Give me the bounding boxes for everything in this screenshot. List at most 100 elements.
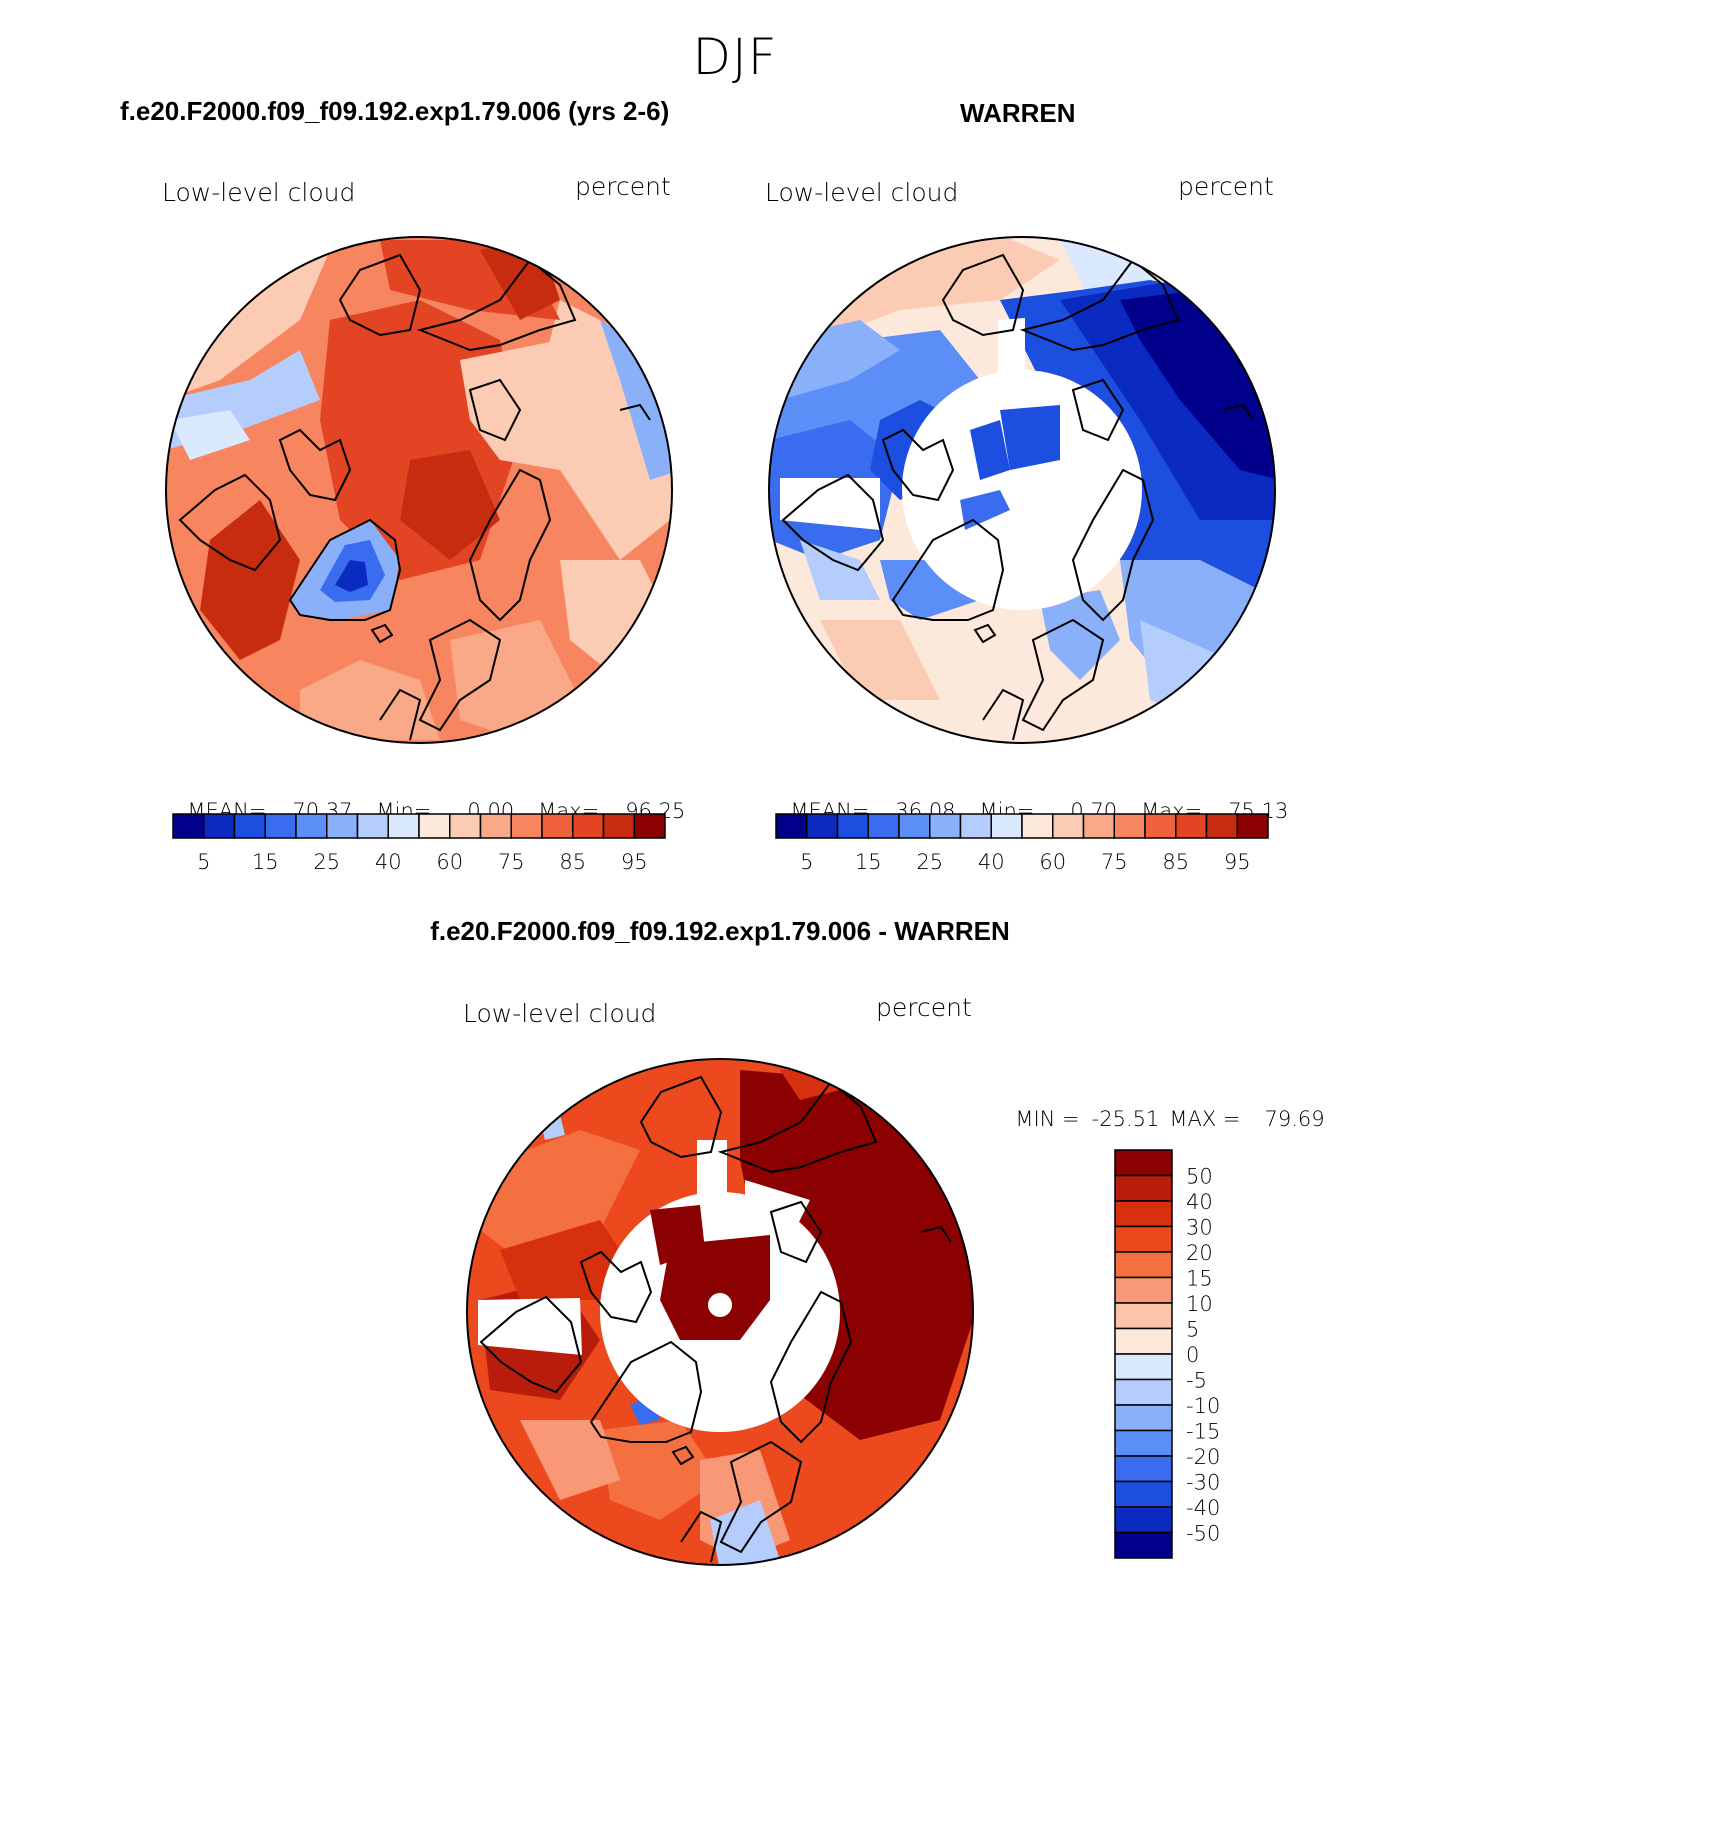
panel2-colorbar-swatch bbox=[1113, 813, 1146, 839]
panel1-colorbar-tick-label: 95 bbox=[621, 850, 648, 874]
panel3-colorbar-tick-label: -5 bbox=[1186, 1369, 1207, 1393]
panel3-colorbar-swatch bbox=[1114, 1251, 1173, 1279]
panel2-colorbar-swatch bbox=[1052, 813, 1085, 839]
panel3-colorbar-swatch bbox=[1114, 1506, 1173, 1534]
panel3-colorbar-tick-label: -50 bbox=[1186, 1522, 1220, 1546]
panel1-colorbar-swatch bbox=[172, 813, 205, 839]
panel2-right-label: percent bbox=[1178, 172, 1274, 201]
panel2-colorbar-tick-label: 15 bbox=[855, 850, 882, 874]
panel2-colorbar-swatch bbox=[867, 813, 900, 839]
panel3-min-label: MIN = bbox=[1015, 1107, 1080, 1131]
panel3-colorbar-tick-label: 40 bbox=[1186, 1190, 1213, 1214]
panel1-colorbar: 5 15 25 40 60 75 85 95 bbox=[172, 813, 666, 874]
panel2-colorbar-tick-label: 25 bbox=[916, 850, 943, 874]
panel1-colorbar-swatch bbox=[418, 813, 451, 839]
panel2-colorbar-tick-label: 60 bbox=[1039, 850, 1066, 874]
panel2-colorbar-swatch bbox=[1205, 813, 1238, 839]
panel1-colorbar-tick-label: 5 bbox=[197, 850, 210, 874]
panel2-colorbar-swatch bbox=[1236, 813, 1269, 839]
panel1-title: f.e20.F2000.f09_f09.192.exp1.79.006 (yrs… bbox=[120, 96, 670, 126]
panel1-colorbar-swatch bbox=[633, 813, 666, 839]
panel1-coastlines bbox=[178, 253, 651, 741]
panel1-colorbar-tick-label: 60 bbox=[436, 850, 463, 874]
panel1-colorbar-swatch bbox=[572, 813, 605, 839]
panel3-left-label: Low-level cloud bbox=[463, 999, 657, 1028]
panel2-left-label: Low-level cloud bbox=[765, 178, 959, 207]
panel3-stats: MIN = -25.51 MAX = 79.69 bbox=[1002, 1083, 1325, 1131]
panel3-colorbar-swatch bbox=[1114, 1149, 1173, 1177]
panel2-colorbar-swatch bbox=[898, 813, 931, 839]
panel3-title: f.e20.F2000.f09_f09.192.exp1.79.006 - WA… bbox=[430, 916, 1010, 946]
panel2-title: WARREN bbox=[960, 98, 1076, 128]
panel2-colorbar-swatch bbox=[836, 813, 869, 839]
panel2-colorbar-swatch bbox=[990, 813, 1023, 839]
panel1-colorbar-tick-label: 25 bbox=[313, 850, 340, 874]
panel3-coastlines bbox=[479, 1075, 952, 1563]
panel2-coastlines bbox=[781, 253, 1254, 741]
panel1-colorbar-tick-label: 75 bbox=[498, 850, 525, 874]
panel1-colorbar-swatch bbox=[479, 813, 512, 839]
panel3-colorbar-swatch bbox=[1114, 1455, 1173, 1483]
panel3-min-value: -25.51 bbox=[1091, 1107, 1160, 1131]
panel3-colorbar-tick-label: 0 bbox=[1186, 1343, 1199, 1367]
panel1-map-border bbox=[165, 236, 673, 744]
panel3-colorbar-swatch bbox=[1114, 1200, 1173, 1228]
panel3-colorbar-swatch bbox=[1114, 1404, 1173, 1432]
panel2-colorbar-swatch bbox=[1021, 813, 1054, 839]
panel2-colorbar-swatch bbox=[959, 813, 992, 839]
panel3-colorbar-tick-label: -30 bbox=[1186, 1471, 1220, 1495]
panel2-colorbar-tick-label: 5 bbox=[800, 850, 813, 874]
panel2-colorbar-swatch bbox=[1082, 813, 1115, 839]
panel1-left-label: Low-level cloud bbox=[162, 178, 356, 207]
panel1-colorbar-swatch bbox=[264, 813, 297, 839]
panel3-colorbar-swatch bbox=[1114, 1174, 1173, 1202]
panel3-colorbar-swatch bbox=[1114, 1429, 1173, 1457]
panel3-colorbar-swatch bbox=[1114, 1225, 1173, 1253]
panel3-colorbar-swatch bbox=[1114, 1531, 1173, 1559]
panel2-colorbar-tick-label: 75 bbox=[1101, 850, 1128, 874]
panel3-colorbar-swatch bbox=[1114, 1378, 1173, 1406]
panel3-colorbar-tick-label: 20 bbox=[1186, 1241, 1213, 1265]
panel1-colorbar-tick-label: 40 bbox=[375, 850, 402, 874]
panel2-colorbar-swatch bbox=[1144, 813, 1177, 839]
panel1-colorbar-tick-label: 15 bbox=[252, 850, 279, 874]
panel2-map bbox=[769, 237, 1275, 743]
panel3-colorbar-tick-label: -40 bbox=[1186, 1496, 1220, 1520]
panel1-colorbar-swatch bbox=[326, 813, 359, 839]
panel3-colorbar-tick-label: 30 bbox=[1186, 1216, 1213, 1240]
panel1-colorbar-swatch bbox=[541, 813, 574, 839]
panel1-colorbar-swatch bbox=[387, 813, 420, 839]
panel2-colorbar-tick-label: 85 bbox=[1162, 850, 1189, 874]
panel1-colorbar-swatch bbox=[356, 813, 389, 839]
panel3-colorbar-tick-label: 10 bbox=[1186, 1292, 1213, 1316]
panel1-colorbar-swatch bbox=[602, 813, 635, 839]
season-title: DJF bbox=[692, 28, 778, 86]
panel1-map bbox=[166, 237, 672, 743]
panel3-colorbar-swatch bbox=[1114, 1353, 1173, 1381]
panel1-colorbar-swatch bbox=[449, 813, 482, 839]
panel1-colorbar-swatch bbox=[233, 813, 266, 839]
panel3-max-label: MAX = bbox=[1169, 1107, 1241, 1131]
panel2-colorbar-swatch bbox=[775, 813, 808, 839]
panel3-colorbar-tick-label: -10 bbox=[1186, 1394, 1220, 1418]
panel1-colorbar-tick-label: 85 bbox=[559, 850, 586, 874]
panel2-colorbar-swatch bbox=[806, 813, 839, 839]
panel3-colorbar-tick-label: -20 bbox=[1186, 1445, 1220, 1469]
panel3-colorbar-swatch bbox=[1114, 1276, 1173, 1304]
panel1-colorbar-swatch bbox=[295, 813, 328, 839]
panel3-colorbar-swatch bbox=[1114, 1327, 1173, 1355]
panel1-colorbar-swatch bbox=[510, 813, 543, 839]
panel3-map bbox=[467, 1059, 973, 1565]
panel2-colorbar: 5 15 25 40 60 75 85 95 bbox=[775, 813, 1269, 874]
panel3-colorbar-swatch bbox=[1114, 1302, 1173, 1330]
panel3-right-label: percent bbox=[876, 993, 972, 1022]
panel2-map-border bbox=[768, 236, 1276, 744]
panel3-max-value: 79.69 bbox=[1264, 1107, 1325, 1131]
panel2-colorbar-tick-label: 95 bbox=[1224, 850, 1251, 874]
panel3-map-border bbox=[466, 1058, 974, 1566]
panel2-colorbar-swatch bbox=[1175, 813, 1208, 839]
panel1-colorbar-swatch bbox=[203, 813, 236, 839]
panel1-right-label: percent bbox=[575, 172, 671, 201]
